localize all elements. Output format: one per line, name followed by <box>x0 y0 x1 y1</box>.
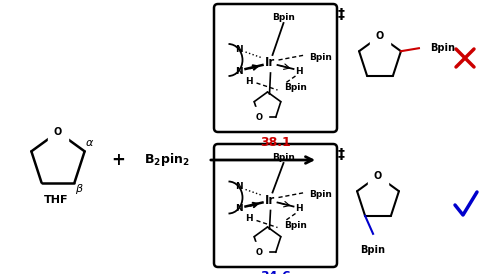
Text: $\alpha$: $\alpha$ <box>85 138 94 148</box>
Text: N: N <box>234 44 242 53</box>
FancyBboxPatch shape <box>214 144 337 267</box>
Text: N: N <box>234 67 242 76</box>
Text: Bpin: Bpin <box>310 190 332 199</box>
Text: H: H <box>244 76 252 85</box>
Text: Ir: Ir <box>266 194 276 207</box>
Text: N: N <box>234 204 242 213</box>
Text: O: O <box>256 248 263 257</box>
Text: +: + <box>111 151 125 169</box>
Text: 34.6: 34.6 <box>260 270 291 274</box>
Text: N: N <box>234 182 242 191</box>
Text: Bpin: Bpin <box>284 221 307 230</box>
Text: Bpin: Bpin <box>360 245 386 255</box>
Text: Bpin: Bpin <box>430 43 456 53</box>
Text: Bpin: Bpin <box>310 53 332 61</box>
Text: ‡: ‡ <box>338 7 344 21</box>
FancyBboxPatch shape <box>214 4 337 132</box>
Text: O: O <box>54 127 62 137</box>
Text: Bpin: Bpin <box>272 13 295 22</box>
Text: Bpin: Bpin <box>284 84 307 93</box>
Text: H: H <box>294 67 302 76</box>
Text: Bpin: Bpin <box>272 153 295 162</box>
Text: 38.1: 38.1 <box>260 136 291 149</box>
Text: O: O <box>256 113 263 122</box>
Text: $\beta$: $\beta$ <box>75 182 84 196</box>
Text: H: H <box>244 214 252 223</box>
Text: ‡: ‡ <box>338 147 344 161</box>
Text: O: O <box>374 171 382 181</box>
Text: H: H <box>294 204 302 213</box>
Text: O: O <box>376 31 384 41</box>
Text: THF: THF <box>44 195 68 205</box>
Text: Ir: Ir <box>266 56 276 70</box>
Text: $\mathbf{B_2pin_2}$: $\mathbf{B_2pin_2}$ <box>144 152 190 169</box>
